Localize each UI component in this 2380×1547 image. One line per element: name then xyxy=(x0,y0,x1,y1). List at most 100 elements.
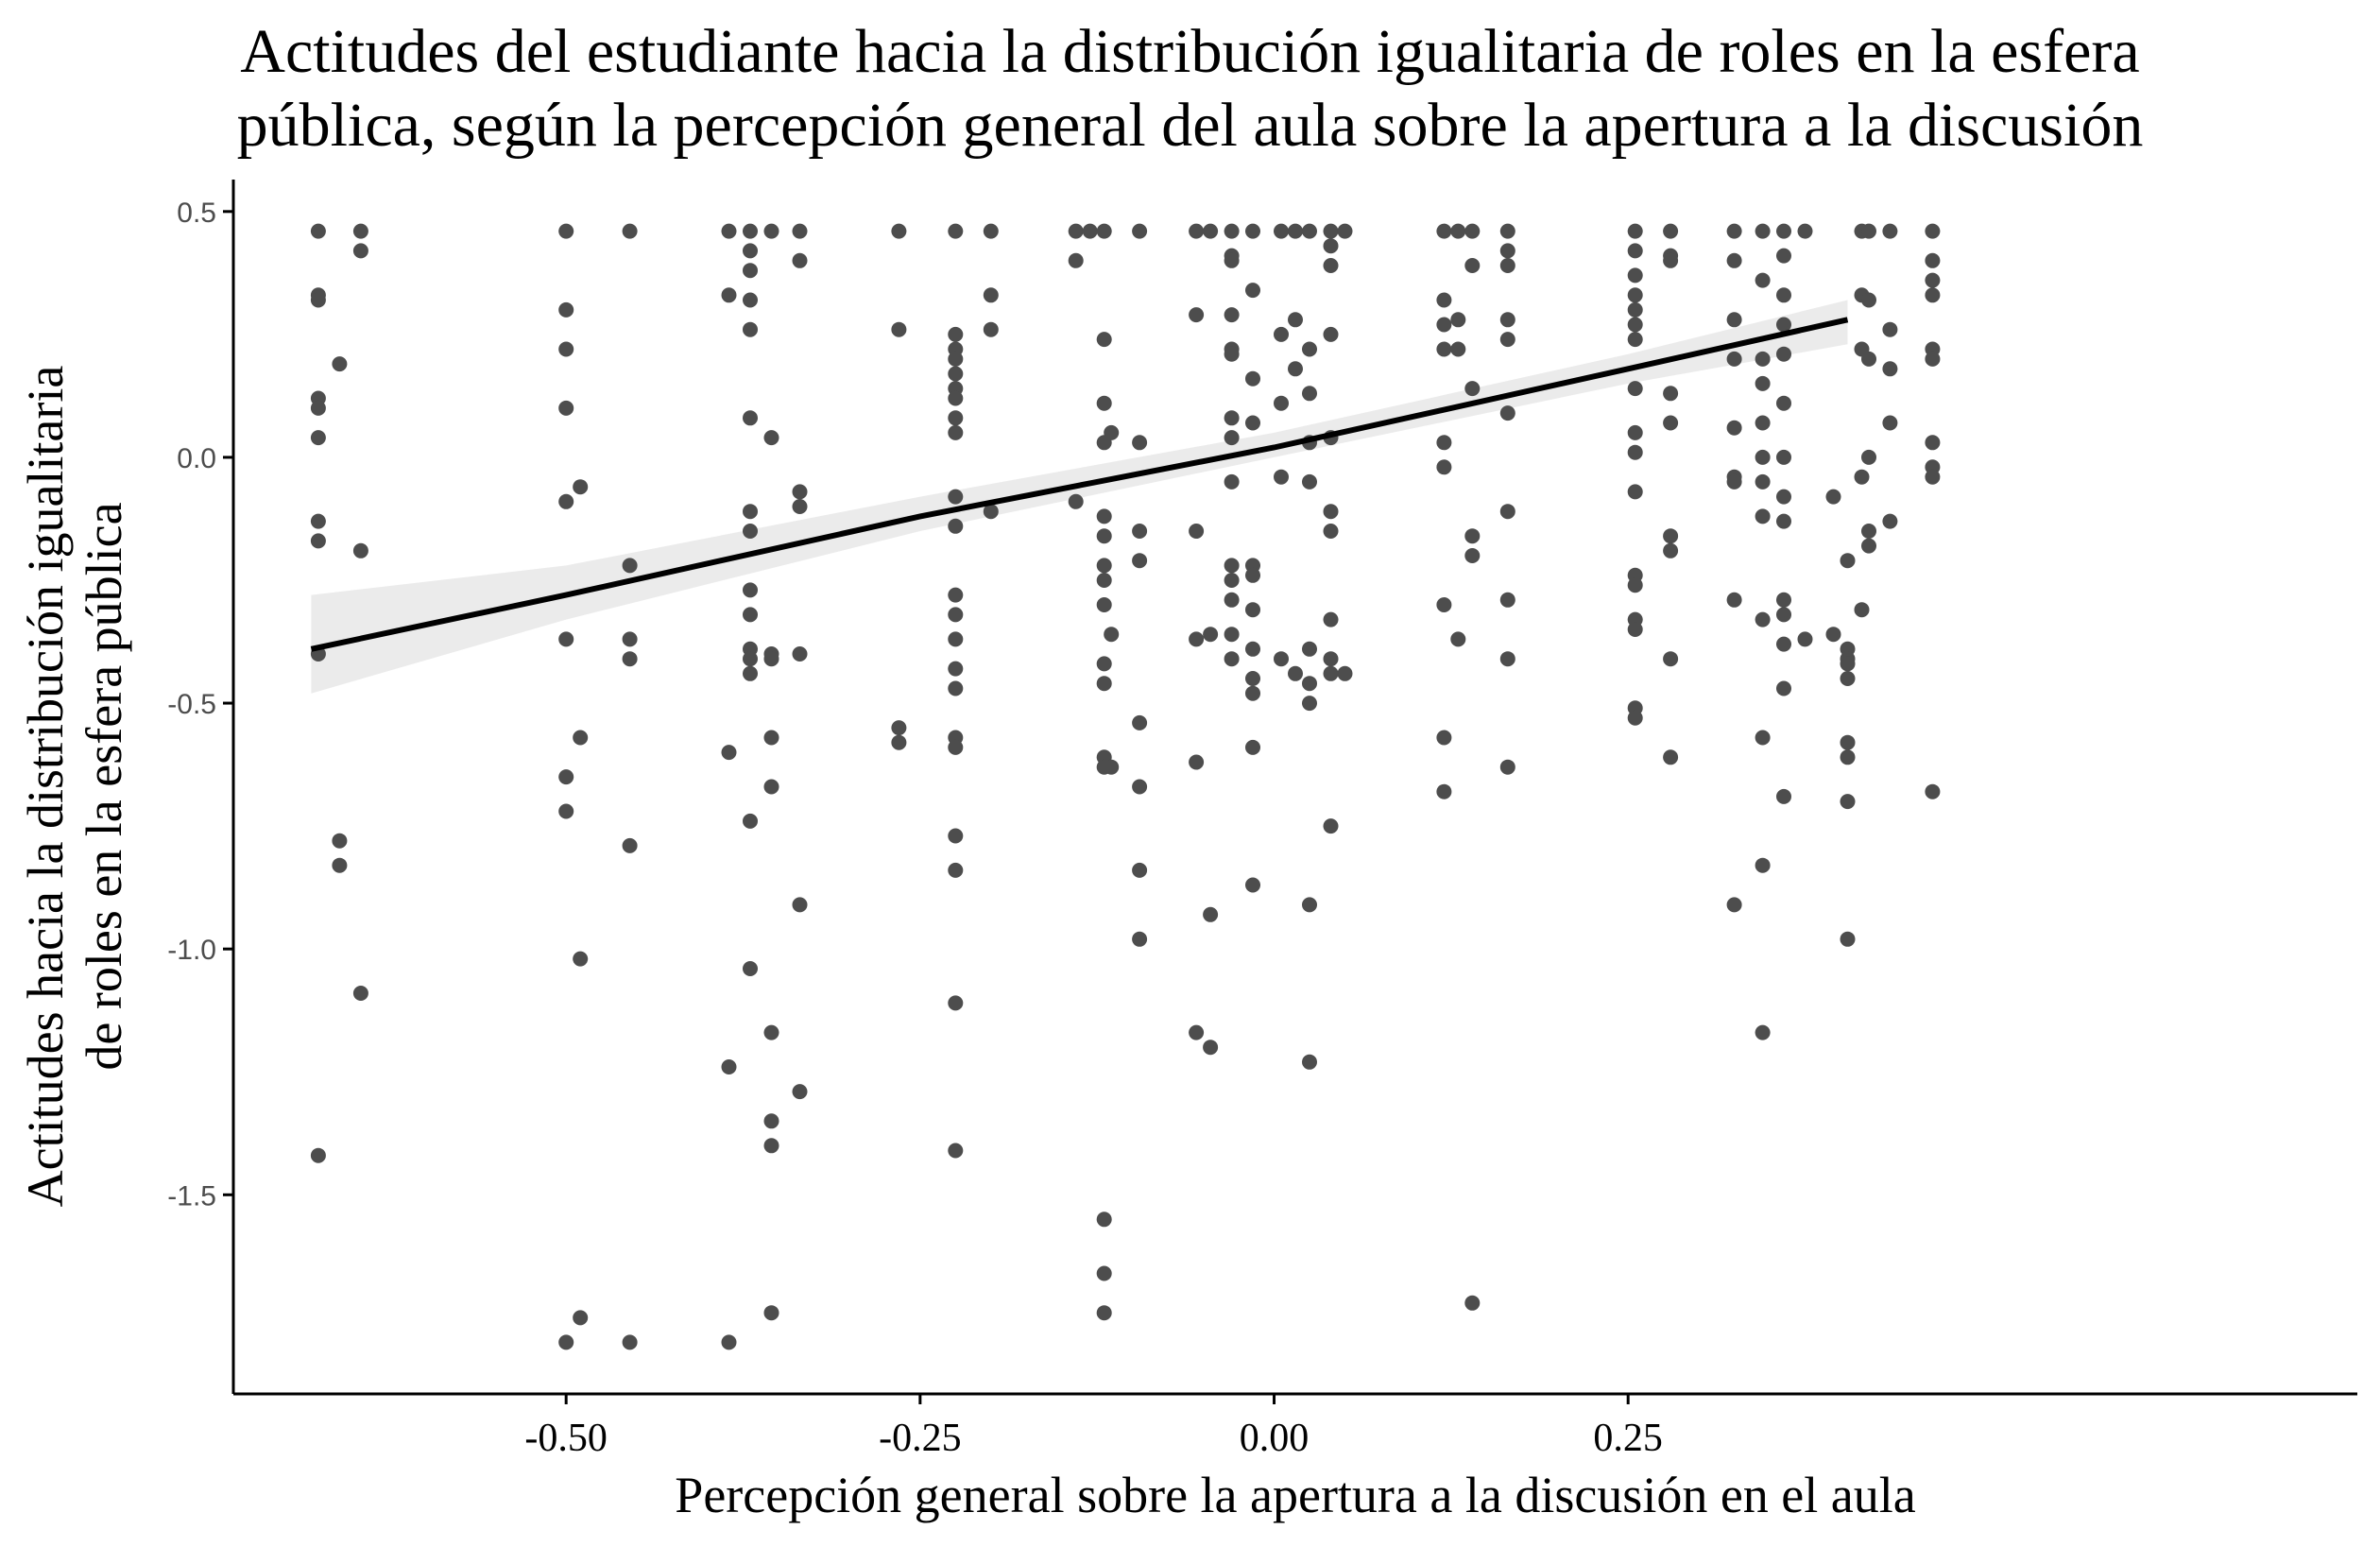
trend-line-layer xyxy=(310,317,1849,652)
data-point xyxy=(1726,420,1742,436)
data-point xyxy=(558,400,574,416)
data-point xyxy=(1797,631,1813,647)
data-point xyxy=(1663,542,1679,559)
data-point xyxy=(1755,351,1771,367)
data-point xyxy=(1288,312,1303,328)
data-point xyxy=(743,321,758,337)
data-point xyxy=(1450,631,1466,647)
data-point xyxy=(792,223,808,239)
data-point xyxy=(1861,538,1876,554)
data-point xyxy=(1096,558,1112,574)
chart-title-line-1: Actitudes del estudiante hacia la distri… xyxy=(240,17,2140,86)
data-point xyxy=(983,287,999,303)
data-point xyxy=(1925,435,1941,451)
data-point xyxy=(1776,248,1791,264)
data-point xyxy=(948,366,964,382)
y-tick-label: -1.0 xyxy=(167,935,216,966)
y-tick-label: -0.5 xyxy=(167,689,216,720)
data-point xyxy=(743,410,758,426)
data-point xyxy=(1499,243,1515,259)
data-point xyxy=(310,533,326,549)
data-point xyxy=(1323,611,1339,627)
data-point xyxy=(1323,504,1339,520)
data-point xyxy=(763,1113,779,1129)
data-point xyxy=(1245,223,1260,239)
data-point xyxy=(948,489,964,505)
data-point xyxy=(1245,641,1260,657)
data-point xyxy=(573,1310,589,1326)
data-point xyxy=(721,287,737,303)
data-point xyxy=(1224,252,1240,268)
data-point xyxy=(1755,857,1771,873)
data-point xyxy=(558,223,574,239)
data-point xyxy=(1096,1212,1112,1228)
data-point xyxy=(948,351,964,367)
data-point xyxy=(1096,597,1112,612)
x-tick-label: -0.25 xyxy=(879,1417,962,1460)
data-point xyxy=(743,961,758,976)
data-point xyxy=(1840,749,1856,765)
data-point xyxy=(1776,636,1791,652)
data-point xyxy=(1726,223,1742,239)
data-point xyxy=(1627,332,1643,348)
data-point xyxy=(948,607,964,623)
x-tick-label: 0.25 xyxy=(1593,1417,1663,1460)
data-point xyxy=(1882,513,1898,529)
data-point xyxy=(743,582,758,598)
data-point xyxy=(1323,665,1339,681)
data-point xyxy=(1755,508,1771,524)
data-point xyxy=(310,430,326,446)
data-point xyxy=(1245,671,1260,686)
data-point xyxy=(763,651,779,667)
data-point xyxy=(1203,223,1219,239)
data-point xyxy=(1224,592,1240,608)
data-point xyxy=(743,292,758,308)
data-point xyxy=(743,223,758,239)
data-point xyxy=(573,730,589,746)
data-point xyxy=(721,1334,737,1350)
data-point xyxy=(1323,258,1339,273)
data-point xyxy=(1925,351,1941,367)
data-point xyxy=(1861,223,1876,239)
data-point xyxy=(1224,307,1240,323)
data-point xyxy=(1323,524,1339,539)
data-point xyxy=(1861,524,1876,539)
data-point xyxy=(558,769,574,785)
data-point xyxy=(1882,361,1898,377)
data-point xyxy=(1882,321,1898,337)
data-point xyxy=(1627,381,1643,397)
data-point xyxy=(1776,788,1791,804)
data-point xyxy=(743,651,758,667)
data-point xyxy=(891,720,907,736)
data-point xyxy=(1726,473,1742,490)
data-point xyxy=(1726,351,1742,367)
data-point xyxy=(1925,252,1941,268)
data-point xyxy=(743,813,758,829)
data-point xyxy=(622,837,638,853)
data-point xyxy=(1882,415,1898,431)
data-point xyxy=(622,1334,638,1350)
data-point xyxy=(1104,627,1120,643)
data-point xyxy=(558,803,574,819)
data-point xyxy=(1436,341,1452,357)
data-point xyxy=(1323,651,1339,667)
data-point xyxy=(1189,631,1205,647)
data-point xyxy=(983,223,999,239)
data-point xyxy=(1663,386,1679,402)
data-point xyxy=(1302,641,1317,657)
data-point xyxy=(1726,592,1742,608)
data-point xyxy=(1096,508,1112,524)
data-point xyxy=(1627,243,1643,259)
data-point xyxy=(763,223,779,239)
data-point xyxy=(1776,223,1791,239)
data-point xyxy=(1499,651,1515,667)
data-point xyxy=(1203,627,1219,643)
data-point xyxy=(1436,459,1452,475)
data-point xyxy=(1132,862,1148,878)
data-point xyxy=(948,1143,964,1159)
data-point xyxy=(1189,307,1205,323)
data-point xyxy=(721,745,737,761)
data-point xyxy=(1499,592,1515,608)
data-point xyxy=(1082,223,1098,239)
data-point xyxy=(1925,783,1941,799)
